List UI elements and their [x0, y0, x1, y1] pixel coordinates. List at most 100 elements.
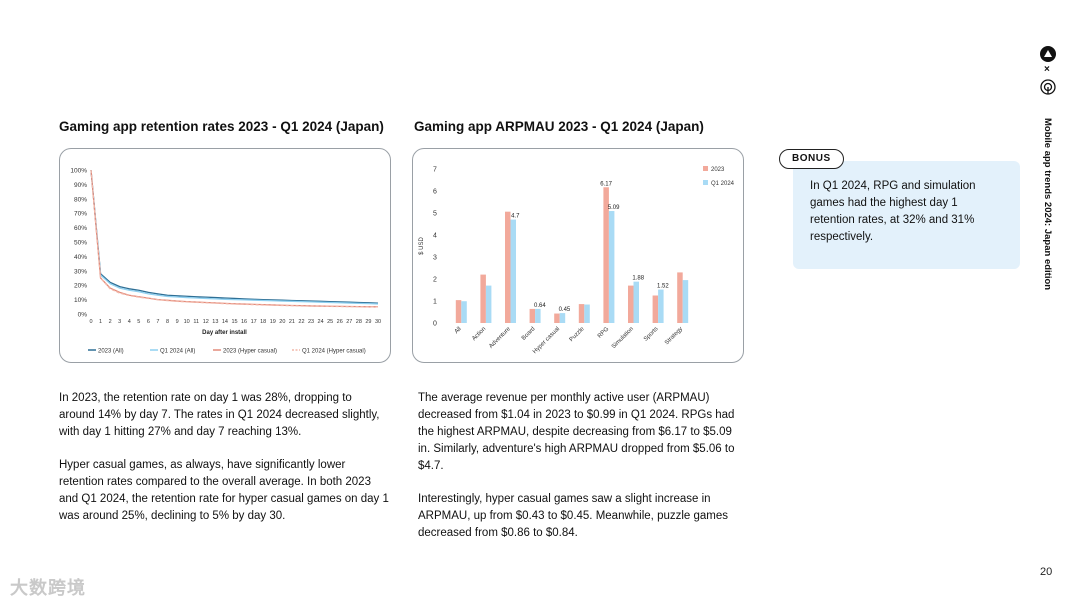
y-tick-label: 40%	[74, 254, 87, 261]
arpmau-chart-panel: 0 1 2 3 4 5 6 7 $ USD All Action 4.7 Adventure 0.64 Bo…	[412, 148, 744, 363]
x-tick-label: 5	[137, 319, 140, 325]
data-label: 1.88	[632, 276, 644, 282]
x-tick-label: Adventure	[488, 326, 512, 350]
bar-0-5	[578, 304, 585, 323]
data-label: 1.52	[657, 284, 669, 290]
x-tick-label: 4	[128, 319, 131, 325]
data-label: 5.09	[608, 205, 620, 211]
y-tick-label: 30%	[74, 268, 87, 275]
arpmau-description: The average revenue per monthly active u…	[418, 390, 740, 558]
x-tick-label: 0	[89, 319, 92, 325]
arpmau-paragraph-1: The average revenue per monthly active u…	[418, 392, 735, 472]
legend-label-1: Q1 2024 (All)	[160, 349, 195, 355]
bar-0-7	[628, 285, 634, 323]
x-tick-label: 26	[337, 319, 343, 325]
y-axis-label: $ USD	[419, 236, 425, 254]
bar-1-3	[535, 308, 541, 323]
x-tick-label: Strategy	[664, 326, 684, 346]
legend-label-0: 2023 (All)	[98, 349, 124, 355]
x-tick-label: Action	[471, 326, 487, 342]
x-tick-label: Sports	[643, 326, 660, 343]
x-tick-label: 6	[147, 319, 150, 325]
retention-chart-title: Gaming app retention rates 2023 - Q1 202…	[59, 119, 384, 134]
bar-0-4	[554, 313, 560, 323]
data-label: 6.17	[600, 181, 612, 187]
legend-label-2: 2023 (Hyper casual)	[223, 349, 277, 355]
bar-1-6	[608, 211, 615, 323]
x-tick-label: 9	[176, 319, 179, 325]
x-tick-label: RPG	[597, 326, 611, 340]
x-tick-label: 3	[118, 319, 121, 325]
partner-logo-icon	[1040, 79, 1056, 95]
watermark-text: 大数跨境	[10, 578, 86, 598]
y-tick-label: 7	[433, 167, 437, 174]
y-tick-label: 4	[433, 233, 437, 240]
y-tick-label: 1	[433, 299, 437, 306]
legend-label-1: Q1 2024	[711, 181, 735, 187]
x-tick-label: 21	[289, 319, 295, 325]
bar-1-5	[584, 304, 590, 323]
x-tick-label: 28	[356, 319, 362, 325]
x-tick-label: 16	[241, 319, 247, 325]
x-tick-label: 15	[231, 319, 237, 325]
bar-1-7	[633, 281, 639, 323]
retention-paragraph-1: In 2023, the retention rate on day 1 was…	[59, 392, 380, 438]
y-tick-label: 0	[433, 321, 437, 328]
bar-0-6	[603, 187, 609, 323]
y-tick-label: 5	[433, 211, 437, 218]
y-tick-label: 0%	[78, 312, 88, 319]
bar-0-3	[529, 308, 536, 323]
y-tick-label: 60%	[74, 225, 87, 232]
y-tick-label: 50%	[74, 240, 87, 247]
x-tick-label: 19	[270, 319, 276, 325]
bar-0-0	[455, 300, 462, 323]
x-tick-label: All	[454, 326, 463, 335]
x-tick-label: 13	[212, 319, 218, 325]
arpmau-paragraph-2: Interestingly, hyper casual games saw a …	[418, 493, 729, 539]
legend-label-0: 2023	[711, 167, 725, 173]
x-tick-label: 14	[222, 319, 228, 325]
series-line-1	[90, 169, 379, 305]
series-line-3	[90, 169, 378, 308]
y-tick-label: 70%	[74, 211, 87, 218]
bar-1-1	[485, 285, 492, 323]
x-tick-label: 17	[251, 319, 257, 325]
bar-1-9	[682, 280, 689, 323]
retention-description: In 2023, the retention rate on day 1 was…	[59, 390, 389, 541]
data-label: 4.7	[511, 214, 520, 220]
report-title-vertical: Mobile app trends 2024: Japan edition	[1041, 118, 1055, 318]
legend-swatch-1	[703, 180, 708, 185]
x-tick-label: Hyper casual	[532, 326, 561, 355]
bonus-text: In Q1 2024, RPG and simulation games had…	[810, 180, 976, 243]
report-title-text: Mobile app trends 2024: Japan edition	[1042, 118, 1053, 291]
y-tick-label: 2	[433, 277, 437, 284]
x-tick-label: 29	[365, 319, 371, 325]
x-tick-label: 1	[99, 319, 102, 325]
data-label: 0.64	[534, 303, 546, 309]
brand-logo-icon	[1040, 46, 1056, 62]
y-tick-label: 80%	[74, 196, 87, 203]
x-tick-label: 24	[318, 319, 324, 325]
retention-line-chart: 0%10%20%30%40%50%60%70%80%90%100%0 1 2 3 4 5 6…	[70, 168, 381, 355]
retention-chart-panel: 0% 10% 20% 30% 40% 50% 60% 70% 80% 90% 100% 0 1 2 3 4 5 6…	[59, 148, 391, 363]
x-tick-label: 27	[346, 319, 352, 325]
x-tick-label: 20	[279, 319, 285, 325]
bar-0-8	[652, 295, 659, 323]
legend-label-3: Q1 2024 (Hyper casual)	[302, 349, 366, 355]
y-tick-label: 3	[433, 255, 437, 262]
y-tick-label: 20%	[74, 283, 87, 290]
data-label: 0.45	[559, 307, 571, 313]
legend-swatch-0	[703, 166, 708, 171]
series-line-2	[90, 169, 378, 308]
retention-paragraph-2: Hyper casual games, as always, have sign…	[59, 459, 389, 522]
y-tick-label: 100%	[70, 168, 87, 175]
x-tick-label: Puzzle	[569, 326, 586, 343]
x-tick-label: 2	[109, 319, 112, 325]
arpmau-bar-chart: 0 1 2 3 4 5 6 7 $ USD All Action 4.7 Adventure 0.64 Bo…	[419, 166, 735, 355]
y-tick-label: 10%	[74, 297, 87, 304]
page-number: 20	[1040, 566, 1053, 578]
bar-0-2	[505, 211, 511, 323]
x-tick-label: 10	[184, 319, 190, 325]
x-tick-label: 12	[203, 319, 209, 325]
x-tick-label: 11	[193, 319, 199, 325]
